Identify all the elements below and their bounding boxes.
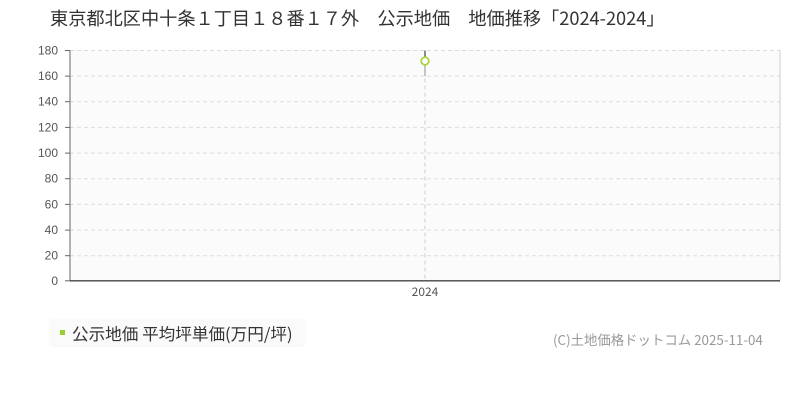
svg-text:0: 0 <box>51 274 58 288</box>
svg-text:20: 20 <box>45 249 59 263</box>
svg-text:120: 120 <box>38 120 58 134</box>
svg-text:160: 160 <box>38 69 58 83</box>
svg-text:140: 140 <box>38 95 58 109</box>
svg-text:60: 60 <box>45 197 59 211</box>
svg-text:80: 80 <box>45 172 59 186</box>
svg-text:40: 40 <box>45 223 59 237</box>
svg-text:2024: 2024 <box>412 283 439 300</box>
svg-text:180: 180 <box>38 44 58 58</box>
svg-text:100: 100 <box>38 146 58 160</box>
